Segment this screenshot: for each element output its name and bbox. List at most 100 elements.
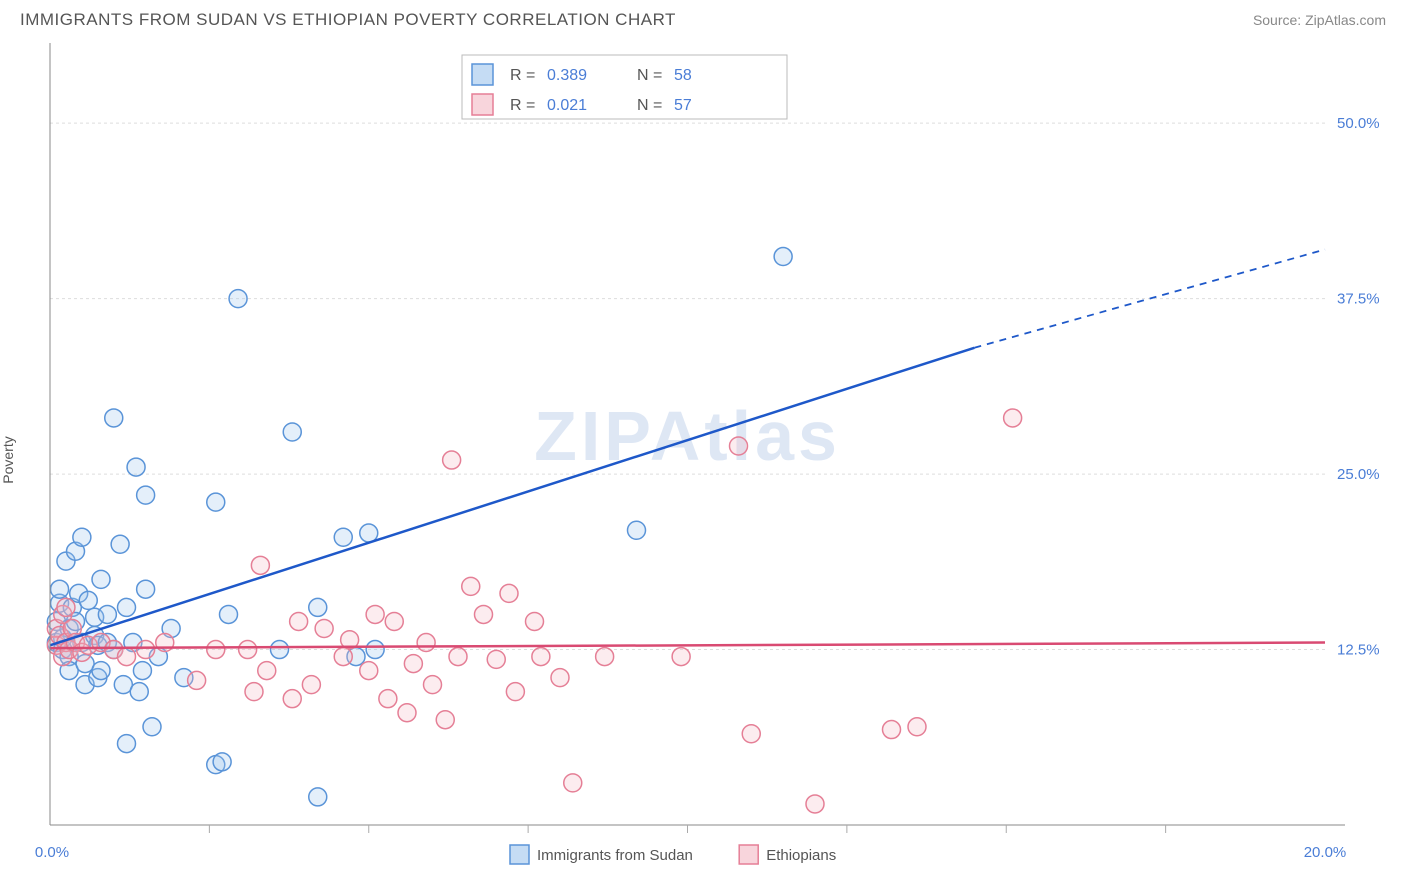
data-point bbox=[213, 753, 231, 771]
x-tick-label: 20.0% bbox=[1304, 844, 1347, 861]
legend-n-label: N = bbox=[637, 67, 662, 84]
data-point bbox=[98, 605, 116, 623]
data-point bbox=[137, 641, 155, 659]
data-point bbox=[258, 662, 276, 680]
data-point bbox=[271, 641, 289, 659]
data-point bbox=[118, 735, 136, 753]
legend-r-label: R = bbox=[510, 67, 535, 84]
data-point bbox=[526, 612, 544, 630]
data-point bbox=[462, 577, 480, 595]
data-point bbox=[283, 423, 301, 441]
data-point bbox=[908, 718, 926, 736]
data-point bbox=[51, 580, 69, 598]
data-point bbox=[127, 458, 145, 476]
watermark: ZIPAtlas bbox=[534, 397, 841, 475]
data-point bbox=[73, 528, 91, 546]
data-point bbox=[506, 683, 524, 701]
data-point bbox=[360, 662, 378, 680]
data-point bbox=[143, 718, 161, 736]
legend-series-name: Ethiopians bbox=[766, 847, 836, 864]
data-point bbox=[133, 662, 151, 680]
data-point bbox=[309, 598, 327, 616]
y-tick-label: 37.5% bbox=[1337, 291, 1380, 308]
legend-n-value: 57 bbox=[674, 97, 692, 114]
data-point bbox=[398, 704, 416, 722]
data-point bbox=[532, 648, 550, 666]
source-attribution: Source: ZipAtlas.com bbox=[1253, 12, 1386, 28]
data-point bbox=[366, 605, 384, 623]
data-point bbox=[130, 683, 148, 701]
data-point bbox=[105, 409, 123, 427]
data-point bbox=[220, 605, 238, 623]
data-point bbox=[404, 655, 422, 673]
data-point bbox=[806, 795, 824, 813]
data-point bbox=[207, 641, 225, 659]
legend-swatch bbox=[472, 94, 493, 115]
page-title: IMMIGRANTS FROM SUDAN VS ETHIOPIAN POVER… bbox=[20, 10, 676, 30]
data-point bbox=[487, 650, 505, 668]
legend-r-value: 0.389 bbox=[547, 67, 587, 84]
data-point bbox=[551, 669, 569, 687]
data-point bbox=[475, 605, 493, 623]
data-point bbox=[188, 671, 206, 689]
data-point bbox=[334, 648, 352, 666]
data-point bbox=[251, 556, 269, 574]
data-point bbox=[1004, 409, 1022, 427]
data-point bbox=[672, 648, 690, 666]
data-point bbox=[283, 690, 301, 708]
data-point bbox=[385, 612, 403, 630]
x-tick-label: 0.0% bbox=[35, 844, 69, 861]
regression-line-extrap bbox=[974, 250, 1325, 348]
data-point bbox=[742, 725, 760, 743]
data-point bbox=[92, 570, 110, 588]
data-point bbox=[207, 493, 225, 511]
data-point bbox=[334, 528, 352, 546]
data-point bbox=[137, 486, 155, 504]
data-point bbox=[883, 721, 901, 739]
data-point bbox=[92, 662, 110, 680]
data-point bbox=[245, 683, 263, 701]
data-point bbox=[449, 648, 467, 666]
legend-r-label: R = bbox=[510, 97, 535, 114]
data-point bbox=[137, 580, 155, 598]
chart-container: Poverty 12.5%25.0%37.5%50.0%ZIPAtlas0.0%… bbox=[0, 35, 1406, 885]
data-point bbox=[309, 788, 327, 806]
y-tick-label: 12.5% bbox=[1337, 642, 1380, 659]
data-point bbox=[302, 676, 320, 694]
legend-swatch bbox=[472, 64, 493, 85]
legend-series-name: Immigrants from Sudan bbox=[537, 847, 693, 864]
source-prefix: Source: bbox=[1253, 12, 1305, 28]
data-point bbox=[239, 641, 257, 659]
data-point bbox=[774, 248, 792, 266]
legend-n-value: 58 bbox=[674, 67, 692, 84]
data-point bbox=[564, 774, 582, 792]
data-point bbox=[57, 598, 75, 616]
data-point bbox=[290, 612, 308, 630]
legend-swatch bbox=[739, 845, 758, 864]
data-point bbox=[315, 619, 333, 637]
data-point bbox=[379, 690, 397, 708]
source-name: ZipAtlas.com bbox=[1305, 12, 1386, 28]
data-point bbox=[360, 524, 378, 542]
data-point bbox=[443, 451, 461, 469]
data-point bbox=[229, 290, 247, 308]
data-point bbox=[730, 437, 748, 455]
y-tick-label: 50.0% bbox=[1337, 115, 1380, 132]
legend-r-value: 0.021 bbox=[547, 97, 587, 114]
data-point bbox=[118, 598, 136, 616]
data-point bbox=[500, 584, 518, 602]
data-point bbox=[424, 676, 442, 694]
legend-n-label: N = bbox=[637, 97, 662, 114]
legend-swatch bbox=[510, 845, 529, 864]
data-point bbox=[417, 634, 435, 652]
scatter-chart: 12.5% 25.0% 37.5% 50.0% ZIPAtlas 0.0% 20.0% R =… bbox=[0, 35, 1406, 885]
data-point bbox=[118, 648, 136, 666]
y-tick-label: 25.0% bbox=[1337, 466, 1380, 483]
data-point bbox=[436, 711, 454, 729]
data-point bbox=[79, 591, 97, 609]
data-point bbox=[596, 648, 614, 666]
data-point bbox=[111, 535, 129, 553]
data-point bbox=[628, 521, 646, 539]
header: IMMIGRANTS FROM SUDAN VS ETHIOPIAN POVER… bbox=[0, 0, 1406, 35]
data-point bbox=[366, 641, 384, 659]
